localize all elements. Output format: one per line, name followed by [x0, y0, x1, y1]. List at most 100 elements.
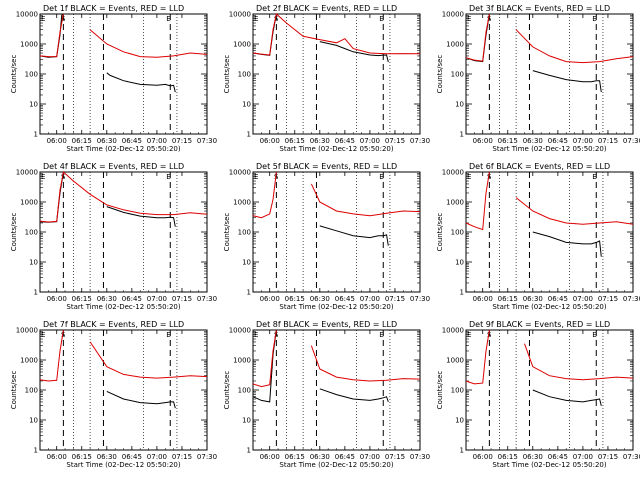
x-tick-label: 06:00: [260, 137, 280, 145]
event-marker-label: E: [467, 173, 471, 181]
y-tick-label: 10: [242, 101, 251, 109]
panel-3: Det 3f BLACK = Events, RED = LLD 1 10 100 10…: [436, 4, 640, 153]
event-marker-label: S: [274, 173, 279, 181]
series-lld-line: [465, 13, 634, 64]
panel-title: Det 1f BLACK = Events, RED = LLD: [43, 4, 184, 13]
event-marker-label: S: [487, 15, 492, 23]
x-tick-label: 07:30: [623, 295, 640, 303]
y-tick-label: 10: [242, 417, 251, 425]
x-tick-label: 07:30: [197, 137, 217, 145]
x-tick-label: 07:15: [598, 453, 618, 461]
y-tick-label: 10000: [229, 327, 251, 335]
plot-frame: [39, 329, 208, 451]
series-lld-line: [252, 13, 421, 56]
x-tick-label: 07:15: [385, 295, 405, 303]
x-tick-label: 06:45: [122, 295, 142, 303]
x-tick-label: 06:30: [97, 137, 117, 145]
event-marker-label: E: [592, 15, 596, 23]
event-marker-label: E: [166, 331, 170, 339]
x-tick-label: 06:30: [310, 453, 330, 461]
y-tick-label: 1: [34, 131, 38, 139]
panel-title: Det 3f BLACK = Events, RED = LLD: [469, 4, 610, 13]
x-tick-label: 06:15: [72, 137, 92, 145]
event-marker-label: E: [41, 173, 45, 181]
y-axis-label: Counts/sec: [436, 371, 444, 410]
panel-1: Det 1f BLACK = Events, RED = LLD 1 10 100 10…: [10, 4, 217, 153]
y-axis-label: Counts/sec: [436, 213, 444, 252]
y-tick-label: 1: [34, 447, 38, 455]
series-lld-line: [252, 171, 421, 219]
x-tick-label: 06:30: [523, 137, 543, 145]
y-axis-label: Counts/sec: [223, 55, 231, 94]
x-axis-label: Start Time (02-Dec-12 05:50:20): [66, 303, 180, 311]
x-tick-label: 06:15: [498, 137, 518, 145]
series-events-line: [106, 390, 176, 409]
event-marker-label: E: [254, 173, 258, 181]
y-tick-label: 1: [247, 447, 251, 455]
event-marker-label: E: [254, 331, 258, 339]
y-tick-label: 10000: [16, 11, 38, 19]
plot-frame: [252, 13, 421, 135]
x-tick-label: 06:45: [122, 137, 142, 145]
panel-4: Det 4f BLACK = Events, RED = LLD 1 10 100 10…: [10, 162, 217, 311]
y-tick-label: 1: [460, 131, 464, 139]
series-lld-line: [465, 171, 634, 231]
event-marker-label: E: [41, 15, 45, 23]
event-marker-label: S: [487, 173, 492, 181]
y-tick-label: 100: [25, 387, 38, 395]
panel-title: Det 4f BLACK = Events, RED = LLD: [43, 162, 184, 171]
y-axis-label: Counts/sec: [223, 213, 231, 252]
x-tick-label: 07:00: [360, 137, 380, 145]
y-tick-label: 1: [247, 131, 251, 139]
y-tick-label: 1000: [446, 199, 464, 207]
y-tick-label: 100: [238, 71, 251, 79]
panel-title: Det 8f BLACK = Events, RED = LLD: [256, 320, 397, 329]
x-axis-label: Start Time (02-Dec-12 05:50:20): [492, 303, 606, 311]
x-axis-label: Start Time (02-Dec-12 05:50:20): [492, 461, 606, 469]
series-events-line: [532, 231, 602, 257]
event-marker-label: S: [274, 331, 279, 339]
event-marker-label: S: [61, 15, 66, 23]
panel-6: Det 6f BLACK = Events, RED = LLD 1 10 100 10…: [436, 162, 640, 311]
series-events-line: [465, 13, 602, 93]
x-tick-label: 07:30: [197, 295, 217, 303]
panel-title: Det 5f BLACK = Events, RED = LLD: [256, 162, 397, 171]
x-tick-label: 06:00: [260, 453, 280, 461]
event-marker-label: S: [61, 173, 66, 181]
y-tick-label: 1000: [446, 41, 464, 49]
x-tick-label: 07:30: [410, 137, 430, 145]
y-tick-label: 1: [247, 289, 251, 297]
x-tick-label: 07:00: [147, 295, 167, 303]
x-axis-label: Start Time (02-Dec-12 05:50:20): [66, 461, 180, 469]
x-tick-label: 07:30: [410, 295, 430, 303]
panel-7: Det 7f BLACK = Events, RED = LLD 1 10 100 10…: [10, 320, 217, 469]
y-tick-label: 1000: [20, 41, 38, 49]
y-tick-label: 100: [25, 229, 38, 237]
x-tick-label: 06:30: [310, 295, 330, 303]
y-tick-label: 1: [460, 289, 464, 297]
series-events-line: [319, 225, 389, 246]
x-tick-label: 06:15: [285, 137, 305, 145]
plot-frame: [465, 13, 634, 135]
x-tick-label: 07:30: [623, 137, 640, 145]
x-tick-label: 07:00: [573, 453, 593, 461]
x-tick-label: 07:15: [385, 453, 405, 461]
event-marker-label: E: [592, 331, 596, 339]
y-tick-label: 10000: [442, 11, 464, 19]
event-marker-label: E: [379, 15, 383, 23]
event-marker-label: E: [41, 331, 45, 339]
x-tick-label: 06:00: [47, 295, 67, 303]
y-tick-label: 10000: [442, 327, 464, 335]
y-axis-label: Counts/sec: [10, 55, 18, 94]
x-axis-label: Start Time (02-Dec-12 05:50:20): [279, 145, 393, 153]
x-tick-label: 07:15: [385, 137, 405, 145]
x-tick-label: 07:15: [172, 453, 192, 461]
plot-frame: [39, 171, 208, 293]
series-events-line: [39, 13, 176, 93]
x-axis-label: Start Time (02-Dec-12 05:50:20): [279, 461, 393, 469]
y-tick-label: 100: [451, 71, 464, 79]
y-tick-label: 10000: [16, 169, 38, 177]
x-tick-label: 07:15: [598, 137, 618, 145]
event-marker-label: E: [166, 173, 170, 181]
x-tick-label: 06:00: [260, 295, 280, 303]
